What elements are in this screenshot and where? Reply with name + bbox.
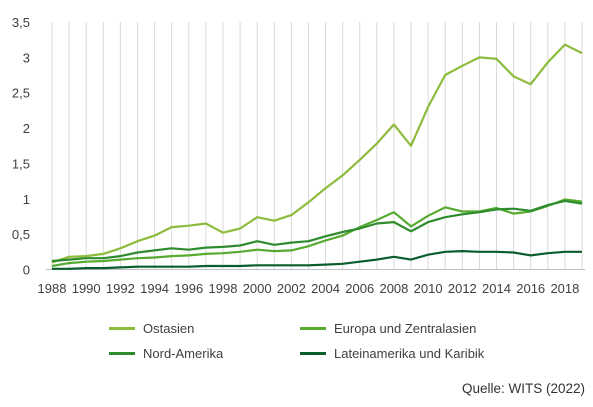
legend-label: Ostasien [143,321,195,336]
x-tick-label: 2000 [243,281,272,296]
series-line-1 [51,198,583,268]
x-tick-label: 1998 [209,281,238,296]
y-tick-label: 2 [23,121,30,136]
legend-label: Nord-Amerika [143,346,224,361]
y-tick-label: 1,5 [12,156,30,171]
x-tick-label: 1992 [106,281,135,296]
x-tick-label: 2012 [448,281,477,296]
x-tick-label: 2004 [311,281,340,296]
source-note: Quelle: WITS (2022) [461,381,585,396]
vertical-grid [51,22,583,270]
x-tick-label: 1988 [38,281,67,296]
legend-item-nord-amerika: Nord-Amerika [109,346,223,361]
x-tick-label: 2008 [379,281,408,296]
y-tick-label: 1 [23,192,30,207]
legend-label: Lateinamerika und Karibik [334,346,485,361]
y-tick-label: 3,5 [12,15,30,30]
series-line-2 [51,199,583,263]
y-axis-ticks: 0 0,5 1 1,5 2 2,5 3 3,5 [12,15,30,278]
y-tick-label: 3 [23,50,30,65]
legend-item-ostasien: Ostasien [109,321,194,336]
x-tick-label: 1990 [72,281,101,296]
series-lines [51,43,583,270]
x-tick-label: 2006 [345,281,374,296]
legend-swatch [109,327,135,330]
y-tick-label: 0,5 [12,227,30,242]
x-tick-label: 2018 [550,281,579,296]
x-tick-label: 2010 [414,281,443,296]
legend-label: Europa und Zentralasien [334,321,477,336]
x-tick-label: 2002 [277,281,306,296]
legend-swatch [109,352,135,355]
x-tick-label: 2016 [516,281,545,296]
series-line-0 [51,43,583,264]
y-tick-label: 0 [23,263,30,278]
legend-item-europa: Europa und Zentralasien [300,321,476,336]
legend-item-lateinamerika: Lateinamerika und Karibik [300,346,484,361]
legend-swatch [300,327,326,330]
x-tick-label: 2014 [482,281,511,296]
x-tick-label: 1994 [140,281,169,296]
legend-swatch [300,352,326,355]
x-axis-ticks: 1988 1990 1992 1994 1996 1998 2000 2002 2004 2006… [38,281,580,296]
y-tick-label: 2,5 [12,86,30,101]
line-chart: 0 0,5 1 1,5 2 2,5 3 3,5 1988 1990 1992 1994 1996 199… [12,15,585,296]
series-line-3 [52,250,582,270]
x-tick-label: 1996 [174,281,203,296]
